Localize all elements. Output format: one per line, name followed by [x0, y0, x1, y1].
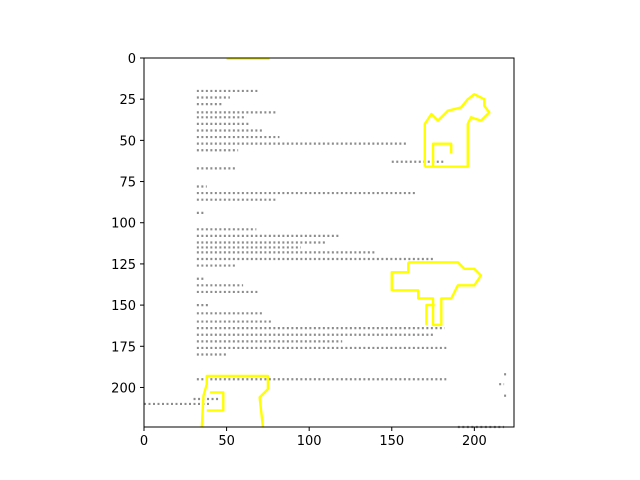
y-tick-label: 75 [119, 176, 136, 191]
highlight-outline-1 [423, 93, 491, 168]
x-tick-label: 50 [218, 434, 235, 449]
y-tick-label: 125 [111, 258, 136, 273]
y-tick-label: 0 [128, 52, 136, 67]
axes: 0 50 100 150 200 0 25 50 75 100 125 150 175 200 [111, 52, 515, 449]
highlight-outline-1-inner [431, 142, 453, 167]
document-image [144, 57, 514, 429]
x-tick-label: 200 [462, 434, 487, 449]
y-tick-label: 100 [111, 217, 136, 232]
highlight-outline-3 [200, 374, 270, 428]
y-tick-label: 25 [119, 93, 136, 108]
y-tick-label: 175 [111, 340, 136, 355]
y-tick-label: 150 [111, 299, 136, 314]
highlight-outline-2-inner [425, 303, 435, 325]
highlight-outline-3-inner [206, 391, 225, 412]
x-tick-label: 150 [379, 434, 404, 449]
highlight-outline-2 [390, 261, 483, 327]
image-background [144, 58, 514, 427]
y-tick-label: 50 [119, 134, 136, 149]
y-tick-label: 200 [111, 381, 136, 396]
x-tick-label: 0 [140, 434, 148, 449]
axes-frame [143, 57, 515, 428]
x-tick-label: 100 [297, 434, 322, 449]
